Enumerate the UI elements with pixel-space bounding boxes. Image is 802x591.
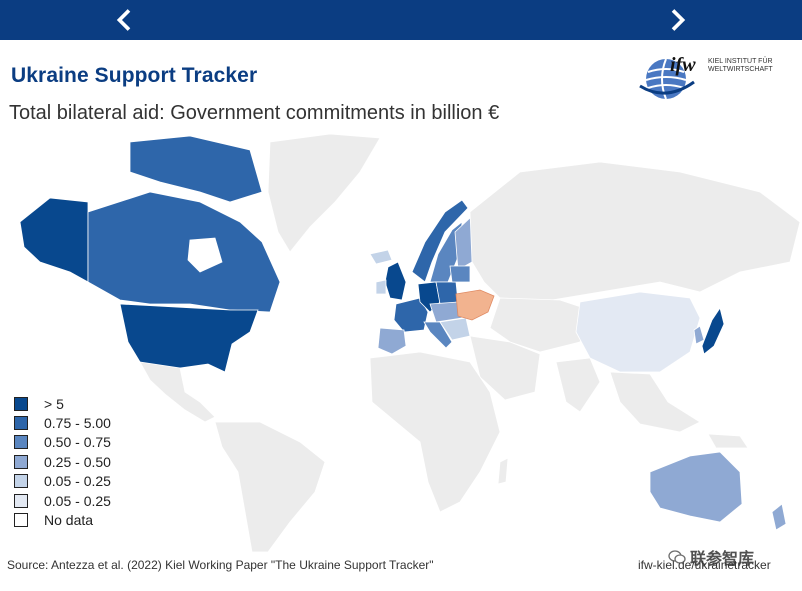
source-note: Source: Antezza et al. (2022) Kiel Worki… bbox=[7, 558, 434, 572]
south-america bbox=[214, 421, 326, 552]
legend-swatch bbox=[14, 474, 28, 489]
united-kingdom bbox=[384, 261, 407, 301]
logo-wordmark: ifw bbox=[670, 54, 696, 76]
legend-swatch bbox=[14, 493, 28, 508]
southeast-asia bbox=[609, 371, 701, 433]
central-asia bbox=[489, 297, 591, 353]
globe-icon bbox=[639, 58, 695, 100]
legend-swatch bbox=[14, 416, 28, 431]
legend-item: 0.05 - 0.25 bbox=[14, 491, 111, 510]
india bbox=[555, 357, 601, 413]
australia bbox=[649, 451, 743, 523]
watermark: 联参智库 bbox=[668, 545, 754, 569]
chat-icon bbox=[668, 550, 686, 564]
africa bbox=[369, 351, 501, 513]
greenland bbox=[267, 133, 381, 253]
legend-item: No data bbox=[14, 510, 111, 529]
legend-item: 0.25 - 0.50 bbox=[14, 452, 111, 471]
map-legend: > 5 0.75 - 5.00 0.50 - 0.75 0.25 - 0.50 … bbox=[14, 394, 111, 530]
legend-item: 0.75 - 5.00 bbox=[14, 413, 111, 432]
norway bbox=[411, 199, 469, 283]
mexico bbox=[139, 361, 216, 423]
madagascar bbox=[497, 457, 509, 485]
italy bbox=[423, 321, 453, 349]
central-europe bbox=[429, 301, 463, 323]
legend-swatch bbox=[14, 454, 28, 469]
legend-item: > 5 bbox=[14, 394, 111, 413]
ukraine bbox=[455, 289, 495, 321]
hudson-bay bbox=[187, 237, 223, 273]
world-map bbox=[19, 133, 801, 552]
logo-tagline: KIEL INSTITUT FÜR WELTWIRTSCHAFT bbox=[708, 58, 773, 73]
page-title: Ukraine Support Tracker bbox=[11, 64, 258, 87]
iceland bbox=[369, 249, 393, 265]
poland bbox=[435, 281, 459, 305]
united-states bbox=[119, 303, 259, 373]
new-zealand bbox=[771, 503, 787, 531]
legend-item: 0.05 - 0.25 bbox=[14, 472, 111, 491]
papua bbox=[707, 433, 749, 449]
china bbox=[575, 291, 701, 373]
chevron-right-icon bbox=[671, 9, 686, 31]
legend-item: 0.50 - 0.75 bbox=[14, 433, 111, 452]
prev-button[interactable] bbox=[110, 6, 138, 34]
canada-arctic bbox=[129, 135, 263, 203]
tracker-url[interactable]: ifw-kiel.de/ukrainetracker bbox=[638, 558, 771, 572]
chevron-left-icon bbox=[116, 9, 131, 31]
page-subtitle: Total bilateral aid: Government commitme… bbox=[9, 102, 500, 124]
ireland bbox=[375, 279, 387, 295]
ifw-logo: ifw KIEL INSTITUT FÜR WELTWIRTSCHAFT bbox=[636, 52, 776, 102]
south-korea bbox=[693, 325, 705, 345]
baltics bbox=[449, 265, 471, 283]
legend-swatch bbox=[14, 513, 28, 528]
japan bbox=[701, 307, 725, 355]
top-nav-bar bbox=[0, 0, 802, 40]
legend-swatch bbox=[14, 435, 28, 450]
legend-swatch bbox=[14, 396, 28, 411]
iberia bbox=[377, 327, 407, 355]
russia bbox=[469, 161, 801, 303]
next-button[interactable] bbox=[664, 6, 692, 34]
canada bbox=[87, 191, 281, 313]
alaska bbox=[19, 197, 89, 283]
